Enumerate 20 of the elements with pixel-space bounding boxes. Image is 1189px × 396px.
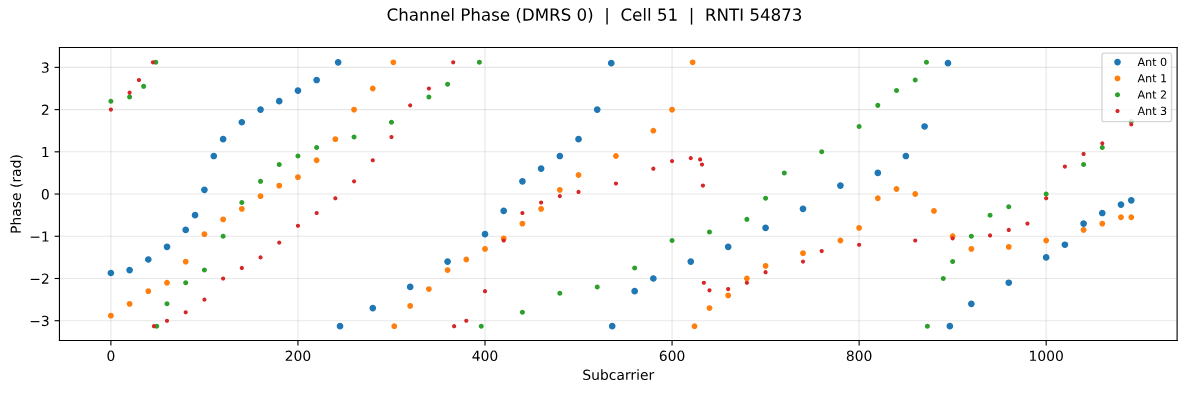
- x-tick-label: 200: [285, 350, 311, 362]
- y-tick-label: −3: [30, 315, 49, 327]
- y-tick-label: 1: [42, 146, 49, 158]
- legend-label: Ant 0: [1137, 57, 1167, 67]
- y-tick-label: 0: [41, 189, 49, 200]
- y-tick-label: −2: [30, 273, 49, 284]
- x-tick-label: 400: [472, 350, 498, 362]
- legend-label: Ant 2: [1137, 90, 1166, 99]
- y-tick-label: 3: [41, 62, 49, 73]
- y-tick-label: 2: [41, 104, 49, 115]
- y-tick-label: −1: [30, 231, 49, 242]
- x-tick-label: 0: [107, 350, 115, 362]
- x-tick-label: 600: [659, 350, 685, 362]
- x-tick-label: 800: [846, 350, 872, 362]
- y-axis-title: Phase (rad): [10, 155, 23, 233]
- chart-title: Channel Phase (DMRS 0) | Cell 51 | RNTI 54873: [387, 7, 802, 25]
- x-axis-title: Subcarrier: [583, 369, 655, 381]
- legend-label: Ant 3: [1137, 106, 1167, 116]
- legend-label: Ant 1: [1137, 74, 1167, 83]
- x-tick-label: 1000: [1030, 350, 1063, 362]
